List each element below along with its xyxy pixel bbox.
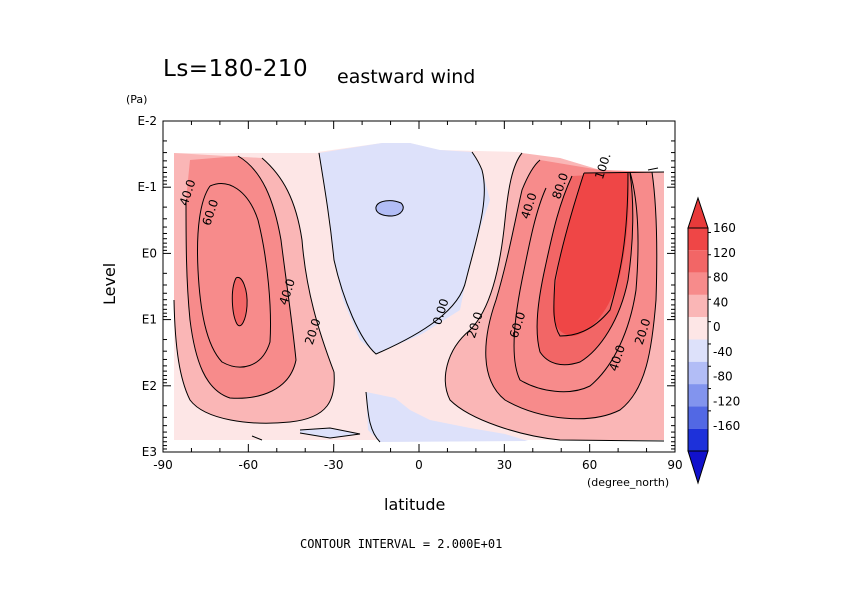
y-tick-label: E-2 xyxy=(137,114,157,128)
contour-line xyxy=(536,172,634,366)
contour-line xyxy=(261,157,335,373)
colorbar-label: 160 xyxy=(713,221,736,235)
colorbar-swatch xyxy=(688,228,708,251)
x-tick-label: -90 xyxy=(153,458,173,472)
x-axis-unit: (degree_north) xyxy=(587,476,670,489)
contour-line xyxy=(513,171,639,393)
x-tick-label: -60 xyxy=(239,458,259,472)
colorbar-swatch xyxy=(688,272,708,295)
y-tick-label: E2 xyxy=(142,379,157,393)
colorbar-swatch xyxy=(688,428,708,451)
contour-line xyxy=(185,155,297,399)
y-tick-label: E0 xyxy=(142,246,157,260)
contour-line xyxy=(583,171,665,174)
contour-line xyxy=(197,183,271,368)
x-tick-label: 30 xyxy=(497,458,512,472)
contour-line xyxy=(251,435,263,441)
colorbar-label: 0 xyxy=(713,320,721,334)
colorbar-swatch xyxy=(688,250,708,273)
x-tick-label: 60 xyxy=(582,458,597,472)
x-tick-label: 0 xyxy=(415,458,423,472)
contour-line xyxy=(553,172,629,337)
x-axis-label: latitude xyxy=(384,495,446,514)
colorbar-swatch xyxy=(688,294,708,318)
fill-westward-lower xyxy=(366,392,528,442)
colorbar-swatch xyxy=(688,317,708,340)
contour-line xyxy=(173,299,335,424)
fill-south-80 xyxy=(232,277,248,326)
y-tick-label: E-1 xyxy=(137,180,157,194)
contour-line xyxy=(299,427,361,439)
chart-subtitle: eastward wind xyxy=(337,66,476,88)
y-tick-label: E3 xyxy=(142,445,157,459)
x-tick-label: 90 xyxy=(667,458,682,472)
x-tick-label: -30 xyxy=(324,458,344,472)
colorbar-label: -80 xyxy=(713,370,733,384)
fill-south-60 xyxy=(197,183,271,368)
colorbar-label: -40 xyxy=(713,345,733,359)
y-axis-label: Level xyxy=(100,262,119,305)
colorbar-label: -120 xyxy=(713,394,740,408)
colorbar-swatch xyxy=(688,406,708,429)
colorbar-bottom-arrow xyxy=(687,450,709,485)
colorbar-label: 40 xyxy=(713,295,728,309)
y-axis-unit: (Pa) xyxy=(126,93,148,106)
y-tick-label: E1 xyxy=(142,313,157,327)
contour-line xyxy=(647,167,659,171)
fill-westward-center xyxy=(319,143,490,354)
contour-line xyxy=(231,276,248,327)
colorbar-label: 80 xyxy=(713,271,728,285)
contour-line xyxy=(444,152,665,442)
colorbar-frame xyxy=(687,227,709,452)
colorbar-swatch xyxy=(688,384,708,407)
contour-line xyxy=(375,200,404,217)
colorbar-label: 120 xyxy=(713,246,736,260)
colorbar-swatch xyxy=(688,339,708,362)
contour-line xyxy=(318,151,485,355)
fill-westward-low xyxy=(375,200,404,216)
colorbar-swatch xyxy=(688,361,708,385)
colorbar-top-arrow xyxy=(687,196,709,229)
chart-title: Ls=180-210 xyxy=(163,56,309,82)
contour-line xyxy=(485,159,658,420)
contour-interval-note: CONTOUR INTERVAL = 2.000E+01 xyxy=(300,537,503,551)
contour-line xyxy=(365,391,381,443)
colorbar-label: -160 xyxy=(713,419,740,433)
